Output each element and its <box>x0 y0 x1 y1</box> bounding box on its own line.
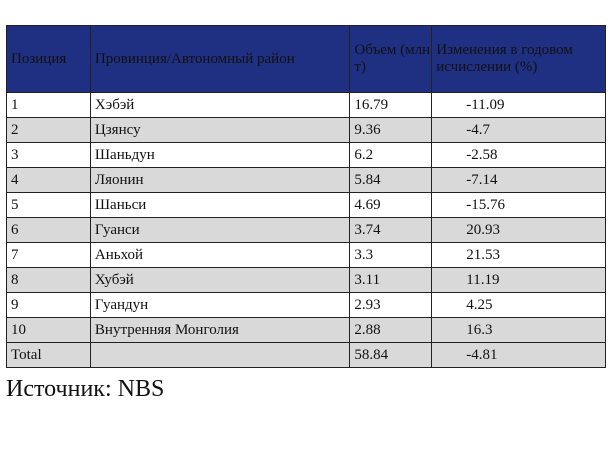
cell-change: 16.3 <box>431 317 606 343</box>
cell-change: -4.81 <box>431 342 606 368</box>
cell-province: Шаньдун <box>89 142 351 168</box>
header-volume: Объем (млн т) <box>349 25 433 93</box>
cell-volume: 2.93 <box>349 292 433 318</box>
total-row: Total 58.84 -4.81 <box>6 342 606 368</box>
cell-change: -2.58 <box>431 142 606 168</box>
source-note: Источник: NBS <box>6 376 165 402</box>
cell-position: Total <box>6 342 91 368</box>
cell-volume: 4.69 <box>349 192 433 218</box>
cell-volume: 3.3 <box>349 242 433 268</box>
cell-province: Цзянсу <box>89 117 351 143</box>
cell-province: Гуанси <box>89 217 351 243</box>
cell-volume: 9.36 <box>349 117 433 143</box>
cell-change: -7.14 <box>431 167 606 193</box>
cell-province: Внутренняя Монголия <box>89 317 351 343</box>
cell-position: 7 <box>6 242 91 268</box>
cell-change: -15.76 <box>431 192 606 218</box>
cell-position: 2 <box>6 117 91 143</box>
header-change: Изменения в годовом исчислении (%) <box>431 25 606 93</box>
table-row: 8 Хубэй 3.11 11.19 <box>6 267 606 293</box>
table-row: 1 Хэбэй 16.79 -11.09 <box>6 92 606 118</box>
table-row: 6 Гуанси 3.74 20.93 <box>6 217 606 243</box>
cell-change: 4.25 <box>431 292 606 318</box>
cell-volume: 16.79 <box>349 92 433 118</box>
table-row: 3 Шаньдун 6.2 -2.58 <box>6 142 606 168</box>
cell-volume: 3.74 <box>349 217 433 243</box>
cell-position: 3 <box>6 142 91 168</box>
cell-volume: 6.2 <box>349 142 433 168</box>
cell-position: 1 <box>6 92 91 118</box>
cell-province: Хубэй <box>89 267 351 293</box>
table-row: 9 Гуандун 2.93 4.25 <box>6 292 606 318</box>
header-row: Позиция Провинция/Автономный район Объем… <box>6 25 606 93</box>
cell-change: 21.53 <box>431 242 606 268</box>
header-position: Позиция <box>6 25 91 93</box>
table-row: 5 Шаньси 4.69 -15.76 <box>6 192 606 218</box>
cell-position: 10 <box>6 317 91 343</box>
cell-change: -11.09 <box>431 92 606 118</box>
cell-position: 5 <box>6 192 91 218</box>
cell-province: Аньхой <box>89 242 351 268</box>
production-table: Позиция Провинция/Автономный район Объем… <box>6 25 606 368</box>
cell-volume: 5.84 <box>349 167 433 193</box>
cell-position: 9 <box>6 292 91 318</box>
cell-change: 11.19 <box>431 267 606 293</box>
cell-province <box>89 342 351 368</box>
cell-volume: 58.84 <box>349 342 433 368</box>
cell-province: Гуандун <box>89 292 351 318</box>
cell-province: Ляонин <box>89 167 351 193</box>
cell-change: -4.7 <box>431 117 606 143</box>
table-row: 10 Внутренняя Монголия 2.88 16.3 <box>6 317 606 343</box>
cell-province: Хэбэй <box>89 92 351 118</box>
cell-province: Шаньси <box>89 192 351 218</box>
header-province: Провинция/Автономный район <box>89 25 351 93</box>
table-row: 7 Аньхой 3.3 21.53 <box>6 242 606 268</box>
cell-position: 8 <box>6 267 91 293</box>
cell-position: 6 <box>6 217 91 243</box>
cell-position: 4 <box>6 167 91 193</box>
cell-change: 20.93 <box>431 217 606 243</box>
table-row: 2 Цзянсу 9.36 -4.7 <box>6 117 606 143</box>
cell-volume: 2.88 <box>349 317 433 343</box>
table-row: 4 Ляонин 5.84 -7.14 <box>6 167 606 193</box>
cell-volume: 3.11 <box>349 267 433 293</box>
